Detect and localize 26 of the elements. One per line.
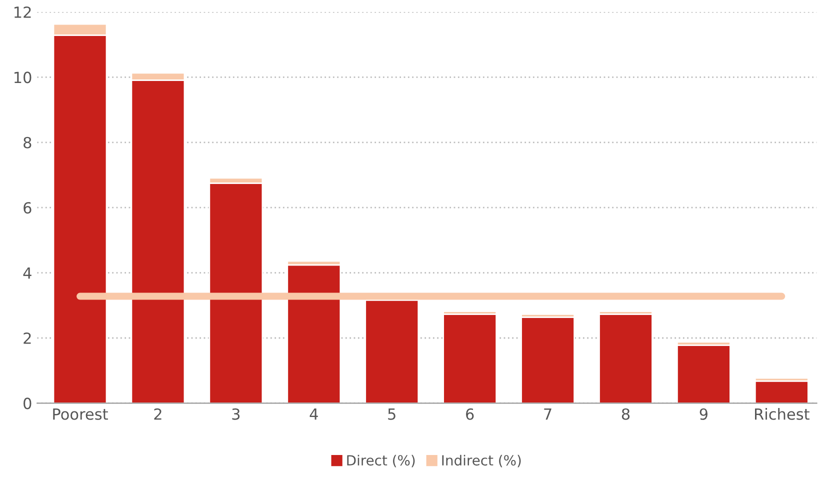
bar [442, 314, 498, 404]
x-tick-label: 4 [310, 408, 318, 420]
bar [676, 344, 731, 404]
x-tick-label: Richest [755, 408, 810, 420]
x-tick-label: 9 [700, 408, 708, 420]
bar [520, 316, 575, 404]
bar [286, 264, 342, 404]
x-tick-label: 2 [154, 408, 162, 420]
x-tick-label: Poorest [53, 408, 108, 420]
x-tick-label: 8 [622, 408, 630, 420]
bar [598, 314, 653, 404]
x-tick-label: 3 [232, 408, 240, 420]
y-tick-label: 12 [14, 6, 31, 18]
legend-label: Indirect (%) [442, 454, 521, 468]
y-tick-label: 2 [24, 332, 31, 344]
x-tick-label: 5 [388, 408, 396, 420]
y-tick-label: 4 [23, 267, 32, 279]
y-tick-label: 0 [24, 398, 32, 410]
y-tick-label: 8 [24, 136, 32, 148]
y-tick-label: 10 [14, 72, 32, 84]
bar [364, 299, 420, 404]
bar [754, 380, 809, 404]
legend-label: Direct (%) [347, 454, 415, 468]
x-tick-label: 7 [544, 408, 552, 420]
x-tick-label: 6 [466, 408, 474, 420]
y-tick-label: 6 [24, 202, 32, 214]
